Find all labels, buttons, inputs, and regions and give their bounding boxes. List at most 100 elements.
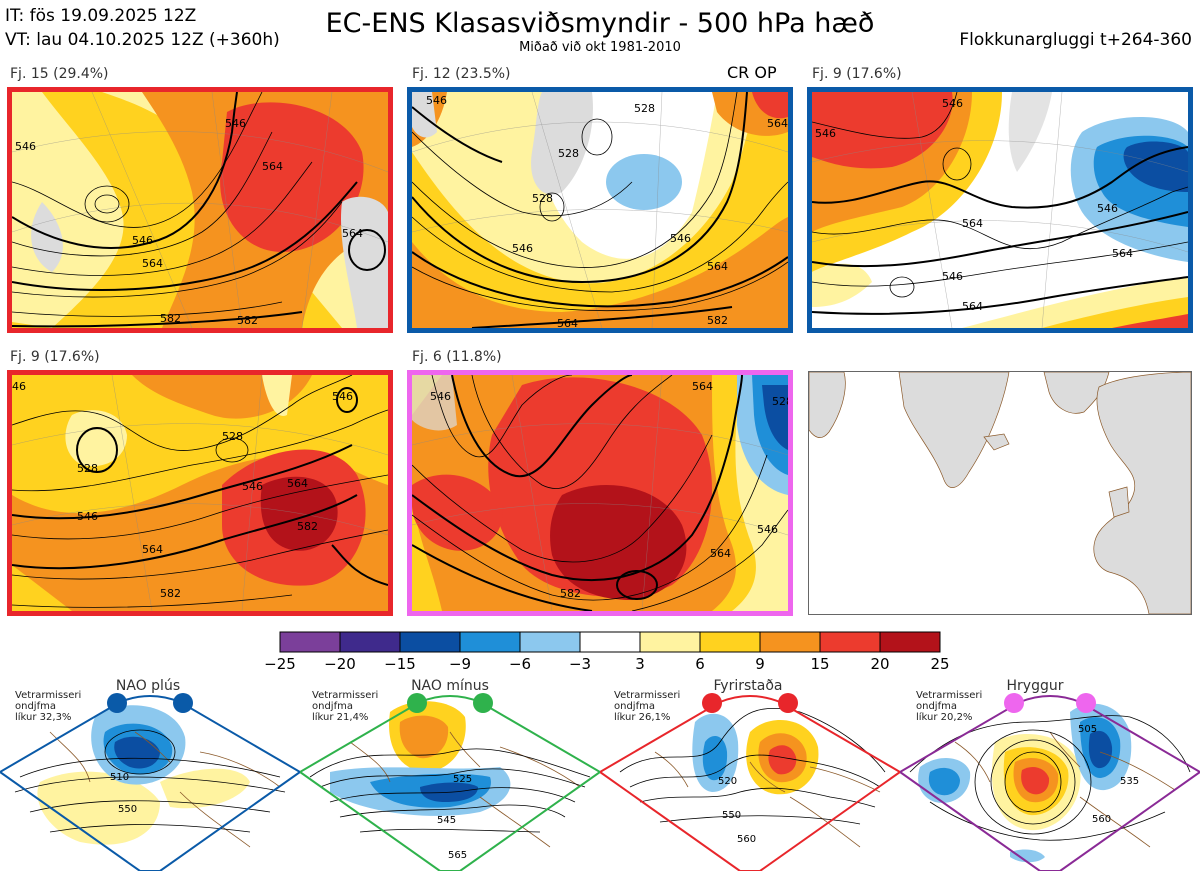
regime-3-name: Fyrirstaða xyxy=(714,678,783,694)
valid-time: VT: lau 04.10.2025 12Z (+360h) xyxy=(5,30,280,50)
regime-marker-3a xyxy=(702,693,722,713)
land-greenland xyxy=(898,372,1010,488)
p4-label-7: 564 xyxy=(142,543,163,556)
cluster-map-3: 546 546 564 546 564 546 564 xyxy=(807,87,1193,333)
cluster-map-2: 546 528 564 528 528 546 546 564 564 582 xyxy=(407,87,793,333)
init-time: IT: fös 19.09.2025 12Z xyxy=(5,6,197,26)
cluster-map-5: 546 564 528 546 564 582 xyxy=(407,370,793,616)
p2-label-1: 528 xyxy=(634,102,655,115)
colorbar-tick-3: −9 xyxy=(449,655,471,673)
cluster-map-1: 546 546 564 546 564 564 582 582 xyxy=(7,87,393,333)
p4-label-6: 546 xyxy=(77,510,98,523)
p4-label-9: 582 xyxy=(160,587,181,600)
colorbar-cell-10 xyxy=(879,631,941,653)
regime-4-label-2: 560 xyxy=(1092,814,1111,825)
p5-label-1: 564 xyxy=(692,380,713,393)
regime-2-name: NAO mínus xyxy=(411,678,489,694)
p2-label-7: 564 xyxy=(707,260,728,273)
p1-label-1: 546 xyxy=(225,117,246,130)
regime-4-label-0: 505 xyxy=(1078,724,1097,735)
regime-2-label-2: 565 xyxy=(448,850,467,861)
p4-label-8: 582 xyxy=(297,520,318,533)
colorbar-cell-1 xyxy=(339,631,401,653)
classification-window: Flokkunargluggi t+264-360 xyxy=(959,30,1192,50)
colorbar-cell-2 xyxy=(399,631,461,653)
p1-label-2: 564 xyxy=(262,160,283,173)
regime-ridge: Hryggur 505 535 560 Vetrarmisseri ondjfm… xyxy=(900,672,1200,871)
regime-marker-1a xyxy=(107,693,127,713)
regime-3-note: Vetrarmisseri ondjfma líkur 26,1% xyxy=(614,690,681,723)
colorbar-cell-8 xyxy=(759,631,821,653)
regime-2-note: Vetrarmisseri ondjfma líkur 21,4% xyxy=(312,690,379,723)
panel-2-label: Fj. 12 (23.5%) xyxy=(412,66,511,82)
colorbar-tick-7: 6 xyxy=(695,655,705,673)
regime-1-label-1: 550 xyxy=(118,804,137,815)
p5-label-4: 564 xyxy=(710,547,731,560)
p2-label-5: 546 xyxy=(670,232,691,245)
colorbar-cell-9 xyxy=(819,631,881,653)
p4-label-5: 564 xyxy=(287,477,308,490)
panel-1-label: Fj. 15 (29.4%) xyxy=(10,66,109,82)
land-svalbard xyxy=(1043,372,1110,414)
p3-label-4: 564 xyxy=(1112,247,1133,260)
regime-4-label-1: 535 xyxy=(1120,776,1139,787)
regime-blocking: Fyrirstaða 520 550 560 Vetrarmisseri ond… xyxy=(600,672,900,871)
p3-label-3: 546 xyxy=(1097,202,1118,215)
panel-5-label: Fj. 6 (11.8%) xyxy=(412,349,502,365)
p4-label-2: 528 xyxy=(77,462,98,475)
p1-label-3: 546 xyxy=(132,234,153,247)
colorbar-cell-4 xyxy=(519,631,581,653)
regime-marker-2b xyxy=(473,693,493,713)
panel-4-label: Fj. 9 (17.6%) xyxy=(10,349,100,365)
p3-label-1: 546 xyxy=(942,97,963,110)
p2-label-2: 564 xyxy=(767,117,788,130)
regime-1-label-0: 510 xyxy=(110,772,129,783)
regime-nao-plus: NAO plús 510 550 Vetrarmisseri ondjfma l… xyxy=(0,672,300,871)
p2-label-8: 564 xyxy=(557,317,578,328)
p3-label-5: 546 xyxy=(942,270,963,283)
regime-2-label-0: 525 xyxy=(453,774,472,785)
panel-2-tag: CR OP xyxy=(727,63,777,82)
land-iceland xyxy=(983,433,1010,451)
p2-label-6: 546 xyxy=(512,242,533,255)
p1-label-0: 546 xyxy=(15,140,36,153)
regime-3-label-1: 550 xyxy=(722,810,741,821)
p4-label-1: 546 xyxy=(332,390,353,403)
colorbar-cell-5 xyxy=(579,631,641,653)
p5-label-3: 546 xyxy=(757,523,778,536)
p5-label-0: 546 xyxy=(430,390,451,403)
p4-label-0: 46 xyxy=(12,380,26,393)
regime-marker-2a xyxy=(407,693,427,713)
regime-3-label-0: 520 xyxy=(718,776,737,787)
reference-map xyxy=(808,371,1192,615)
p1-label-6: 582 xyxy=(160,312,181,325)
land-north-america xyxy=(809,372,846,438)
regime-3-label-2: 560 xyxy=(737,834,756,845)
land-uk xyxy=(1108,486,1130,518)
colorbar-tick-10: 20 xyxy=(870,655,889,673)
colorbar-tick-9: 15 xyxy=(810,655,829,673)
colorbar-tick-4: −6 xyxy=(509,655,531,673)
colorbar-tick-6: 3 xyxy=(635,655,645,673)
p3-label-0: 546 xyxy=(815,127,836,140)
colorbar-tick-2: −15 xyxy=(384,655,416,673)
regime-1-name: NAO plús xyxy=(116,678,180,694)
p2-label-4: 528 xyxy=(532,192,553,205)
colorbar-cell-7 xyxy=(699,631,761,653)
p4-label-4: 546 xyxy=(242,480,263,493)
colorbar-cell-3 xyxy=(459,631,521,653)
p2-label-3: 528 xyxy=(558,147,579,160)
regime-4-note: Vetrarmisseri ondjfma líkur 20,2% xyxy=(916,690,983,723)
regime-2-label-1: 545 xyxy=(437,815,456,826)
colorbar-tick-1: −20 xyxy=(324,655,356,673)
p1-label-7: 582 xyxy=(237,314,258,327)
p3-label-6: 564 xyxy=(962,300,983,313)
regime-marker-1b xyxy=(173,693,193,713)
land-europe xyxy=(1093,372,1191,614)
regime-1-note: Vetrarmisseri ondjfma líkur 32,3% xyxy=(15,690,82,723)
colorbar-tick-5: −3 xyxy=(569,655,591,673)
regime-marker-3b xyxy=(778,693,798,713)
cluster-map-4: 46 546 528 528 546 564 546 564 582 582 xyxy=(7,370,393,616)
colorbar-tick-8: 9 xyxy=(755,655,765,673)
colorbar: −25 −20 −15 −9 −6 −3 3 6 9 15 20 25 xyxy=(264,631,950,673)
